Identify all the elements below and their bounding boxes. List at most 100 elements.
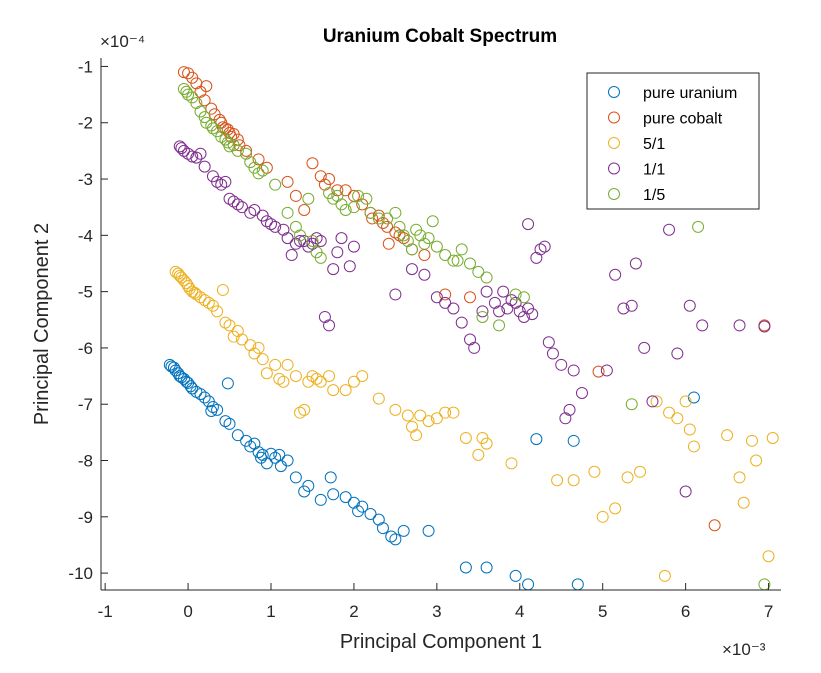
marker-pure-uranium	[211, 403, 224, 416]
marker-1-1	[468, 341, 481, 354]
marker-5-1	[277, 375, 290, 388]
marker-1-1	[538, 240, 551, 253]
marker-1-1	[679, 485, 692, 498]
marker-1-1	[190, 151, 203, 164]
marker-pure-uranium	[302, 479, 315, 492]
marker-1-5	[256, 164, 269, 177]
marker-1-5	[451, 254, 464, 267]
marker-1-5	[281, 206, 294, 219]
marker-5-1	[650, 395, 663, 408]
marker-pure-cobalt	[439, 288, 452, 301]
marker-1-5	[430, 240, 443, 253]
marker-1-5	[327, 192, 340, 205]
marker-pure-uranium	[252, 446, 265, 459]
marker-pure-uranium	[530, 433, 543, 446]
marker-pure-cobalt	[260, 161, 273, 174]
marker-5-1	[401, 409, 414, 422]
marker-1-1	[405, 263, 418, 276]
y-axis-exponent: ×10⁻⁴	[100, 32, 145, 51]
data-markers	[163, 66, 779, 591]
y-tick-label: -5	[78, 283, 93, 302]
x-tick-label: 5	[598, 602, 607, 621]
marker-1-1	[343, 260, 356, 273]
marker-pure-uranium	[223, 417, 236, 430]
marker-1-1	[327, 263, 340, 276]
marker-pure-uranium	[339, 491, 352, 504]
marker-5-1	[252, 341, 265, 354]
legend: pure uranium pure cobalt 5/1 1/1 1/5	[586, 72, 760, 210]
marker-pure-uranium	[397, 524, 410, 537]
marker-1-1	[389, 288, 402, 301]
marker-1-1	[194, 147, 207, 160]
marker-1-1	[265, 218, 277, 231]
marker-1-5	[364, 206, 377, 219]
marker-pure-uranium	[281, 454, 294, 467]
marker-pure-cobalt	[339, 184, 352, 197]
x-axis-ticks: -1 0 1 2 3 4 5 6 7	[98, 583, 773, 621]
y-tick-label: -10	[68, 564, 93, 583]
marker-1-5	[422, 232, 435, 245]
marker-1-1	[285, 249, 298, 262]
marker-pure-uranium	[352, 505, 365, 518]
legend-marker	[608, 86, 620, 98]
marker-1-5	[480, 271, 493, 284]
marker-5-1	[750, 454, 763, 467]
marker-pure-uranium	[376, 522, 389, 535]
legend-label: 1/1	[643, 162, 665, 179]
legend-label: pure cobalt	[643, 111, 723, 128]
legend-box	[586, 72, 760, 210]
marker-1-5	[381, 212, 394, 225]
marker-1-1	[758, 320, 771, 333]
marker-5-1	[202, 296, 215, 309]
marker-5-1	[327, 384, 340, 397]
y-tick-label: -1	[78, 57, 93, 76]
marker-1-1	[629, 257, 642, 270]
marker-pure-uranium	[327, 488, 340, 501]
x-tick-label: 0	[183, 602, 192, 621]
marker-1-1	[223, 192, 236, 205]
marker-pure-cobalt	[306, 157, 319, 170]
marker-1-1	[235, 201, 248, 214]
marker-5-1	[679, 395, 692, 408]
marker-pure-cobalt	[393, 229, 406, 242]
marker-pure-uranium	[385, 530, 398, 543]
y-tick-label: -4	[78, 226, 93, 245]
marker-1-1	[173, 140, 186, 153]
marker-pure-uranium	[422, 524, 435, 537]
marker-pure-cobalt	[281, 175, 294, 188]
marker-pure-cobalt	[182, 67, 195, 80]
marker-1-1	[696, 319, 709, 332]
marker-1-5	[447, 254, 460, 267]
marker-1-1	[227, 195, 240, 208]
marker-5-1	[671, 412, 684, 425]
marker-pure-uranium	[205, 404, 218, 417]
marker-1-1	[455, 316, 468, 329]
marker-1-1	[600, 364, 613, 377]
marker-5-1	[306, 370, 319, 383]
marker-5-1	[737, 496, 750, 509]
marker-1-1	[294, 234, 307, 247]
marker-5-1	[372, 392, 385, 405]
marker-pure-uranium	[324, 471, 337, 484]
y-tick-label: -6	[78, 339, 93, 358]
marker-1-1	[314, 234, 327, 247]
marker-1-1	[182, 147, 195, 160]
marker-1-5	[517, 291, 530, 304]
marker-5-1	[198, 294, 211, 307]
marker-pure-uranium	[244, 440, 257, 453]
marker-pure-cobalt	[381, 220, 394, 233]
marker-1-1	[244, 206, 257, 219]
marker-pure-cobalt	[213, 113, 226, 126]
marker-pure-uranium	[314, 493, 327, 506]
marker-1-5	[252, 167, 265, 180]
marker-pure-uranium	[194, 388, 207, 401]
marker-5-1	[410, 429, 423, 442]
marker-pure-cobalt	[366, 212, 379, 225]
legend-marker	[608, 111, 620, 124]
marker-5-1	[298, 403, 311, 416]
marker-5-1	[567, 474, 580, 487]
marker-5-1	[609, 502, 622, 515]
marker-5-1	[721, 429, 734, 442]
marker-5-1	[339, 384, 352, 397]
marker-pure-cobalt	[240, 144, 253, 157]
